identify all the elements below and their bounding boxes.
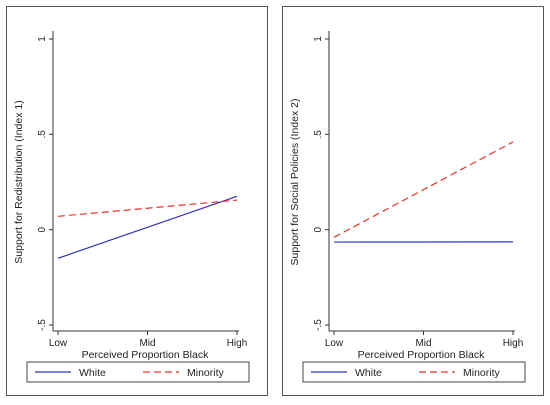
legend-box [26, 361, 250, 383]
chart-panel-right: -.5 0 .5 1 Low Mid High Perceived Proportion Bl… [282, 6, 544, 396]
legend-box [302, 361, 526, 383]
y-tick-label: 1 [313, 36, 324, 42]
x-tick-label: Mid [139, 338, 155, 349]
y-tick-label: -.5 [37, 319, 48, 331]
x-tick-label: High [503, 338, 524, 349]
series-line-white [57, 195, 238, 259]
series-line-minority [333, 141, 514, 238]
y-tick-label: 1 [37, 36, 48, 42]
y-axis-title: Support for Redistribution (Index 1) [13, 100, 25, 263]
legend-label-white: White [79, 367, 106, 379]
y-tick-label: .5 [37, 130, 48, 139]
y-tick-label: 0 [313, 226, 324, 232]
x-tick-label: Low [325, 338, 344, 349]
x-axis-title: Perceived Proportion Black [82, 349, 209, 361]
x-tick-label: Low [49, 338, 68, 349]
series-line-minority [57, 199, 238, 217]
x-tick-label: Mid [415, 338, 431, 349]
y-axis-title: Support for Social Policies (Index 2) [289, 99, 301, 266]
chart-redistribution: -.5 0 .5 1 Low Mid High Perceived Proportion Bl… [13, 31, 250, 383]
x-axis-title: Perceived Proportion Black [358, 349, 485, 361]
y-tick-label: .5 [313, 130, 324, 139]
chart-social-policies: -.5 0 .5 1 Low Mid High Perceived Proportion Bl… [289, 31, 526, 383]
y-tick-label: -.5 [313, 319, 324, 331]
chart-panel-left: -.5 0 .5 1 Low Mid High Perceived Proportion Bl… [6, 6, 268, 396]
legend-label-white: White [355, 367, 382, 379]
legend-label-minority: Minority [187, 367, 225, 379]
legend-label-minority: Minority [463, 367, 501, 379]
x-tick-label: High [227, 338, 248, 349]
y-tick-label: 0 [37, 226, 48, 232]
